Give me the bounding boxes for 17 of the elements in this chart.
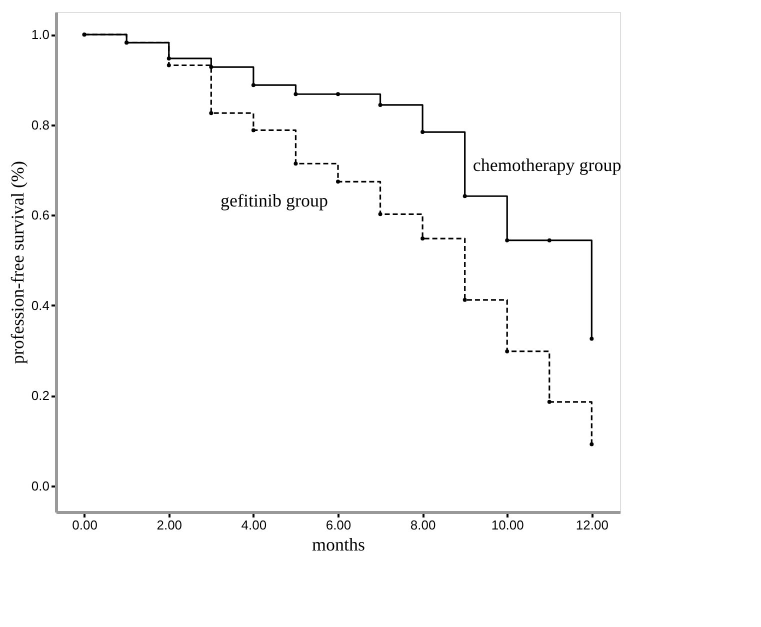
series-label: gefitinib group [220, 190, 328, 211]
y-tick-label: 0.8 [31, 117, 50, 132]
y-tick-label: 0.0 [31, 478, 50, 494]
x-tick-label: 10.00 [491, 518, 524, 532]
series-label: chemotherapy group [472, 155, 622, 176]
x-tick-label: 4.00 [241, 518, 267, 532]
x-axis-title: months [312, 534, 366, 554]
x-tick-label: 8.00 [410, 518, 436, 532]
y-tick-label: 0.6 [31, 208, 50, 223]
x-tick-label: 0.00 [72, 518, 98, 532]
x-tick-label: 12.00 [576, 518, 608, 532]
y-axis-title: profession-free survival (%) [7, 161, 28, 364]
x-tick-label: 2.00 [156, 518, 182, 532]
y-tick-label: 1.0 [31, 27, 50, 42]
y-tick-label: 0.2 [31, 388, 50, 404]
y-tick-label: 0.4 [31, 298, 50, 313]
x-tick-label: 6.00 [326, 518, 352, 532]
